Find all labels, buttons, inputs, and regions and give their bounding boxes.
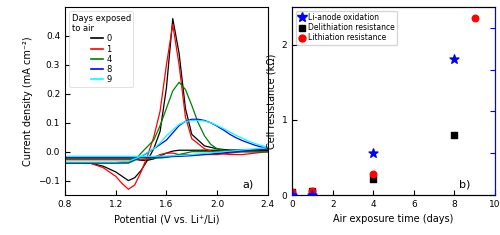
Y-axis label: Current density (mA cm⁻²): Current density (mA cm⁻²) — [22, 36, 32, 166]
Text: b): b) — [460, 179, 470, 189]
Point — [288, 190, 296, 194]
Point — [470, 16, 478, 20]
Point — [288, 190, 296, 194]
Point — [450, 57, 458, 61]
Point — [288, 193, 296, 197]
Point — [370, 151, 378, 155]
Legend: Li-anode oxidation, Delithiation resistance, Lithiation resistance: Li-anode oxidation, Delithiation resista… — [296, 11, 398, 45]
Point — [308, 189, 316, 193]
X-axis label: Air exposure time (days): Air exposure time (days) — [334, 215, 454, 224]
Point — [370, 172, 378, 176]
Y-axis label: Cell resistance (kΩ): Cell resistance (kΩ) — [266, 53, 276, 149]
Text: a): a) — [242, 179, 254, 189]
Legend: 0, 1, 4, 8, 9: 0, 1, 4, 8, 9 — [69, 11, 134, 87]
Point — [370, 177, 378, 180]
Point — [450, 133, 458, 137]
X-axis label: Potential (V vs. Li⁺/Li): Potential (V vs. Li⁺/Li) — [114, 215, 219, 224]
Point — [308, 193, 316, 197]
Point — [308, 189, 316, 193]
